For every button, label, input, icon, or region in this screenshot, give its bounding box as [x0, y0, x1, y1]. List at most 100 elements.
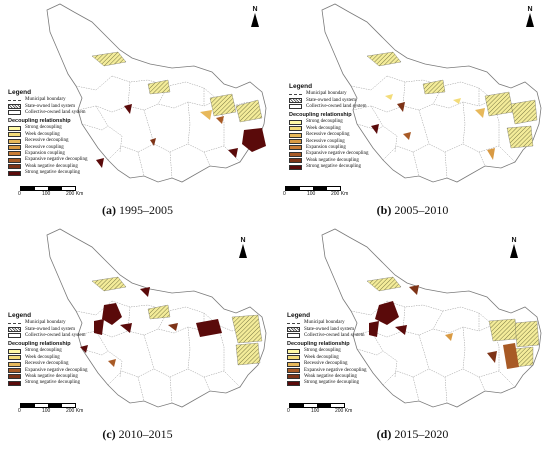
- class-swatch: [8, 355, 21, 361]
- legend-class-row: Recessive decoupling: [8, 138, 87, 144]
- north-arrow: N: [524, 6, 536, 27]
- map-c-svg: [46, 228, 267, 408]
- state-owned-areas: [366, 51, 538, 149]
- boundary-line-icon: [289, 92, 302, 97]
- class-label: Week decoupling: [25, 354, 60, 360]
- scale-label: 0: [18, 191, 21, 197]
- north-label: N: [240, 237, 246, 244]
- empty-swatch: [289, 104, 302, 110]
- class-swatch: [287, 348, 300, 354]
- class-label: Weak negative decoupling: [304, 373, 357, 379]
- state-owned-areas: [91, 276, 263, 366]
- class-swatch: [289, 139, 302, 145]
- legend-row: Collective-owned land system: [8, 110, 87, 116]
- legend-title: Legend: [289, 83, 313, 90]
- legend: Legend Municipal boundary State-owned la…: [8, 312, 87, 387]
- scale-bar-graphic: [289, 403, 345, 408]
- decoupling-title: Decoupling relationship: [287, 341, 350, 348]
- scale-bar: 0 100 200 Km: [18, 403, 90, 414]
- legend-row: State-owned land system: [8, 103, 87, 110]
- legend-class-row: Weak negative decoupling: [289, 158, 368, 164]
- map-a-svg: [46, 3, 267, 183]
- map-panel-b: N Legend Municipal boundary State-owned …: [275, 0, 550, 224]
- class-list: Strong decoupling Week decoupling Recessiv…: [289, 119, 368, 170]
- legend-class-row: Expansive negative decoupling: [287, 367, 367, 374]
- hatch-swatch: [289, 98, 302, 104]
- caption-period: 2010–2015: [118, 427, 173, 441]
- class-swatch: [8, 374, 21, 380]
- legend-class-row: Strong decoupling: [8, 348, 87, 354]
- legend-class-row: Weak negative decoupling: [8, 374, 87, 380]
- class-swatch: [289, 132, 302, 138]
- scale-bar-graphic: [20, 186, 76, 191]
- class-swatch: [8, 132, 21, 138]
- legend-class-row: Strong negative decoupling: [8, 380, 87, 386]
- scale-bar-graphic: [285, 186, 341, 191]
- legend-title: Legend: [8, 89, 32, 96]
- legend-row: Collective-owned land system: [287, 333, 366, 339]
- legend-class-row: Expansive negative decoupling: [8, 157, 87, 163]
- scale-label: 0: [18, 408, 21, 414]
- legend-class-row: Week decoupling: [8, 132, 87, 138]
- class-swatch: [8, 151, 21, 157]
- legend-row: Collective-owned land system: [8, 333, 87, 339]
- scale-label: 0: [287, 408, 290, 414]
- north-label: N: [527, 6, 533, 13]
- legend-class-row: Strong negative decoupling: [289, 164, 368, 170]
- north-arrow-icon: [239, 244, 247, 258]
- decoupling-title: Decoupling relationship: [8, 118, 71, 125]
- legend-row: Municipal boundary: [289, 91, 368, 97]
- legend-label: State-owned land system: [25, 103, 75, 109]
- legend-title: Legend: [8, 312, 32, 319]
- caption-b: (b) 2005–2010: [275, 203, 550, 218]
- legend-row: State-owned land system: [8, 326, 87, 333]
- north-label: N: [511, 237, 517, 244]
- caption-d: (d) 2015–2020: [275, 427, 550, 442]
- class-swatch: [8, 145, 21, 151]
- decoupling-patches: [96, 104, 266, 168]
- class-swatch: [287, 374, 300, 380]
- map-panel-c: N Legend Municipal boundary State-owned …: [0, 225, 275, 449]
- class-list: Strong decoupling Week decoupling Recessiv…: [8, 348, 87, 386]
- legend-label: State-owned land system: [304, 326, 354, 332]
- decoupling-patches: [369, 285, 519, 369]
- hatch-swatch: [8, 327, 21, 333]
- scale-bar: 0 100 200 Km: [287, 403, 359, 414]
- legend-title: Legend: [287, 312, 311, 319]
- caption-c: (c) 2010–2015: [0, 427, 275, 442]
- class-label: Expansive negative decoupling: [304, 367, 367, 373]
- class-swatch: [289, 151, 302, 157]
- north-label: N: [252, 6, 258, 13]
- map-panel-a: N Legend Municipal boundary State-owned …: [0, 0, 275, 224]
- legend-class-row: Recessive decoupling: [289, 132, 368, 138]
- legend-label: Municipal boundary: [304, 320, 345, 326]
- state-owned-areas: [91, 51, 263, 123]
- scale-label: 100: [311, 408, 320, 414]
- class-swatch: [8, 368, 21, 374]
- empty-swatch: [287, 333, 300, 339]
- class-swatch: [287, 380, 300, 386]
- class-label: Strong decoupling: [306, 119, 343, 125]
- decoupling-title: Decoupling relationship: [8, 341, 71, 348]
- class-label: Expansive negative decoupling: [306, 151, 369, 157]
- legend-class-row: Week decoupling: [8, 355, 87, 361]
- legend-label: Collective-owned land system: [304, 332, 365, 338]
- legend: Legend Municipal boundary State-owned la…: [287, 312, 367, 387]
- class-swatch: [8, 170, 21, 176]
- legend-class-row: Expansive negative decoupling: [289, 151, 368, 157]
- map-d-svg: [321, 228, 542, 408]
- class-swatch: [8, 164, 21, 170]
- class-swatch: [8, 348, 21, 354]
- empty-swatch: [8, 110, 21, 116]
- legend-class-row: Weak negative decoupling: [287, 374, 366, 380]
- class-swatch: [287, 361, 300, 367]
- legend-class-row: Recessive coupling: [8, 144, 87, 151]
- scale-label: 100: [42, 191, 51, 197]
- class-swatch: [8, 361, 21, 367]
- legend-class-row: Expansion coupling: [8, 151, 87, 157]
- class-label: Recessive coupling: [306, 138, 345, 144]
- class-swatch: [287, 355, 300, 361]
- scale-label: 200 Km: [331, 191, 349, 197]
- class-label: Strong negative decoupling: [25, 170, 80, 176]
- legend-row: Collective-owned land system: [289, 104, 368, 110]
